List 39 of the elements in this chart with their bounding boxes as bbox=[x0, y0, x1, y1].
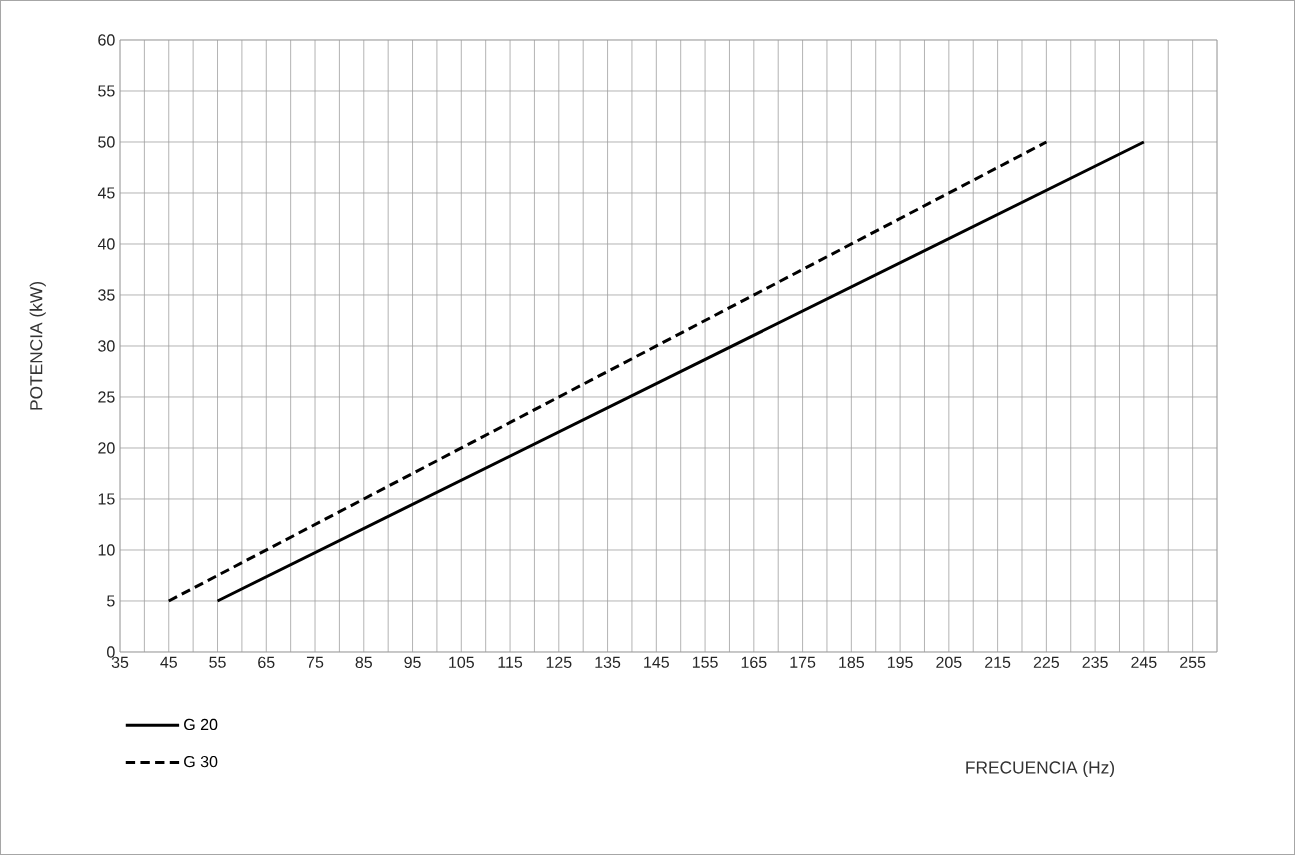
x-tick-label: 225 bbox=[1033, 656, 1060, 669]
y-tick-label: 10 bbox=[98, 544, 115, 556]
x-tick-label: 75 bbox=[306, 656, 324, 668]
x-tick-label: 145 bbox=[644, 656, 669, 668]
x-tick-label: 105 bbox=[449, 656, 474, 669]
x-tick-label: 95 bbox=[404, 656, 421, 669]
y-tick-label: 15 bbox=[98, 493, 115, 505]
x-tick-label: 135 bbox=[595, 656, 621, 669]
text: FRECUENCIA (Hz) bbox=[966, 760, 1115, 778]
x-tick-label: 165 bbox=[741, 656, 767, 669]
x-tick-label: 45 bbox=[160, 656, 177, 668]
y-tick-label: 45 bbox=[97, 187, 115, 199]
y-tick-label: 40 bbox=[97, 238, 115, 250]
x-tick-label: 245 bbox=[1131, 656, 1157, 669]
x-tick-label: 175 bbox=[790, 656, 816, 668]
y-tick-label: 35 bbox=[98, 289, 115, 301]
y-tick-label: 20 bbox=[98, 442, 115, 454]
x-tick-label: 55 bbox=[209, 656, 226, 668]
x-tick-label: 205 bbox=[936, 656, 962, 669]
y-tick-label: 0 bbox=[107, 646, 115, 658]
legend-label: G 20 bbox=[184, 718, 218, 731]
x-tick-label: 185 bbox=[839, 656, 864, 669]
y-tick-label: 50 bbox=[98, 136, 115, 148]
y-axis-title: POTENCIA (kW) bbox=[29, 282, 46, 410]
y-tick-label: 5 bbox=[107, 595, 115, 607]
x-tick-label: 125 bbox=[546, 656, 572, 669]
legend-label: G 30 bbox=[184, 755, 218, 768]
x-tick-label: 255 bbox=[1180, 656, 1206, 669]
y-tick-label: 60 bbox=[98, 34, 115, 46]
x-tick-label: 195 bbox=[887, 656, 913, 669]
x-tick-label: 235 bbox=[1082, 656, 1108, 669]
y-tick-label: 30 bbox=[98, 340, 115, 352]
x-tick-label: 215 bbox=[985, 656, 1011, 669]
x-tick-label: 155 bbox=[692, 656, 718, 668]
x-tick-label: 65 bbox=[258, 656, 275, 669]
x-tick-label: 85 bbox=[355, 656, 372, 669]
x-tick-label: 115 bbox=[498, 656, 523, 668]
y-tick-label: 55 bbox=[98, 85, 115, 97]
y-tick-label: 25 bbox=[98, 391, 115, 403]
